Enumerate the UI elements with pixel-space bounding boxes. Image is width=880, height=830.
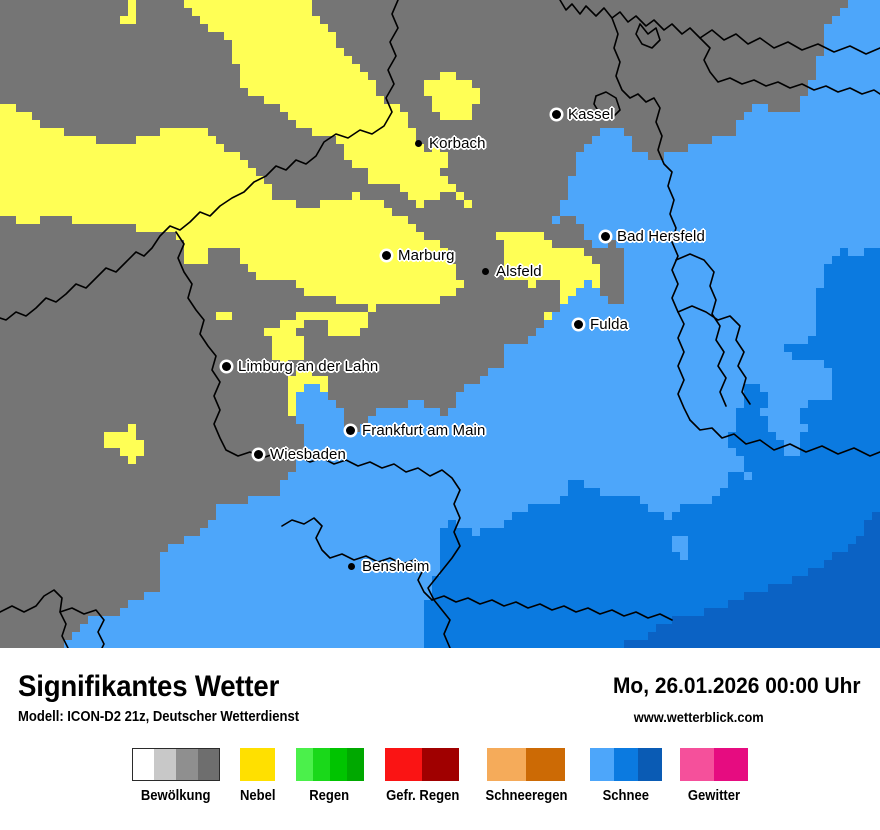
legend-swatch-cell — [637, 748, 662, 781]
legend-swatch-cell — [713, 748, 748, 781]
city-label: Bad Hersfeld — [617, 228, 705, 245]
city-label: Frankfurt am Main — [362, 422, 486, 439]
legend-item-regen: Regen — [287, 748, 373, 804]
city-label: Marburg — [398, 247, 455, 264]
model-subtitle: Modell: ICON-D2 21z, Deutscher Wetterdie… — [18, 709, 300, 725]
legend-item-schnee: Schnee — [581, 748, 671, 804]
administrative-borders — [0, 0, 880, 648]
legend-swatch-cell — [589, 748, 614, 781]
legend-label: Gefr. Regen — [385, 788, 459, 804]
footer: Signifikantes Wetter Modell: ICON-D2 21z… — [0, 648, 880, 830]
legend-swatch — [589, 748, 662, 781]
city-marker-icon — [254, 450, 263, 459]
legend-swatch-cell — [295, 748, 313, 781]
city-label: Bensheim — [362, 558, 430, 575]
city-label: Kassel — [568, 106, 614, 123]
forecast-datetime: Mo, 26.01.2026 00:00 Uhr — [612, 673, 860, 698]
city-marker-icon — [415, 140, 422, 147]
legend-swatch-cell — [154, 748, 177, 781]
city-marker-icon — [222, 362, 231, 371]
legend-swatch-cell — [240, 748, 276, 781]
legend-swatch — [132, 748, 221, 781]
city-limburg-an-der-lahn: Limburg an der Lahn — [222, 358, 378, 375]
city-wiesbaden: Wiesbaden — [254, 446, 346, 463]
precipitation-raster — [0, 0, 880, 648]
city-marker-icon — [346, 426, 355, 435]
legend-item-bew-lkung: Bewölkung — [123, 748, 229, 804]
legend-swatch — [385, 748, 460, 781]
city-bad-hersfeld: Bad Hersfeld — [601, 228, 705, 245]
legend-label: Bewölkung — [141, 788, 211, 804]
legend-swatch-cell — [385, 748, 423, 781]
legend-swatch-cell — [422, 748, 460, 781]
city-marburg: Marburg — [382, 247, 455, 264]
page-title: Signifikantes Wetter — [18, 670, 280, 703]
legend-swatch-cell — [198, 748, 221, 781]
city-label: Alsfeld — [496, 263, 542, 280]
legend-swatch — [679, 748, 748, 781]
city-marker-icon — [348, 563, 355, 570]
legend-swatch-cell — [487, 748, 527, 781]
city-label: Fulda — [590, 316, 629, 333]
site-url: www.wetterblick.com — [633, 710, 764, 725]
city-kassel: Kassel — [552, 106, 614, 123]
legend-label: Regen — [309, 788, 350, 804]
legend-swatch-cell — [679, 748, 714, 781]
city-marker-icon — [482, 268, 489, 275]
legend-swatch-cell — [613, 748, 638, 781]
legend-swatch-cell — [176, 748, 199, 781]
city-alsfeld: Alsfeld — [481, 263, 542, 280]
weather-map[interactable]: Kassel Korbach Bad Hersfeld Marburg Alsf… — [0, 0, 880, 648]
legend-swatch — [487, 748, 566, 781]
legend-item-schneeregen: Schneeregen — [472, 748, 581, 804]
legend-label: Schneeregen — [485, 788, 568, 804]
legend-swatch-cell — [526, 748, 566, 781]
city-label: Korbach — [429, 135, 486, 152]
city-label: Limburg an der Lahn — [238, 358, 379, 375]
legend-label: Gewitter — [687, 788, 741, 804]
city-korbach: Korbach — [414, 135, 486, 152]
legend-swatch-cell — [312, 748, 330, 781]
legend-item-gewitter: Gewitter — [671, 748, 757, 804]
city-marker-icon — [601, 232, 610, 241]
legend-item-gefr-regen: Gefr. Regen — [373, 748, 472, 804]
city-marker-icon — [574, 320, 583, 329]
city-marker-icon — [382, 251, 391, 260]
legend-label: Nebel — [239, 788, 276, 804]
legend-swatch-cell — [346, 748, 364, 781]
city-fulda: Fulda — [574, 316, 628, 333]
legend-swatch-cell — [329, 748, 347, 781]
legend: Bewölkung Nebel Regen Gefr. Regen Schneerege… — [0, 748, 880, 804]
city-label: Wiesbaden — [270, 446, 346, 463]
city-frankfurt-am-main: Frankfurt am Main — [346, 422, 485, 439]
legend-label: Schnee — [602, 788, 650, 804]
city-bensheim: Bensheim — [347, 558, 430, 575]
legend-swatch — [295, 748, 364, 781]
legend-swatch — [240, 748, 276, 781]
city-marker-icon — [552, 110, 561, 119]
legend-swatch-cell — [132, 748, 155, 781]
legend-item-nebel: Nebel — [229, 748, 287, 804]
